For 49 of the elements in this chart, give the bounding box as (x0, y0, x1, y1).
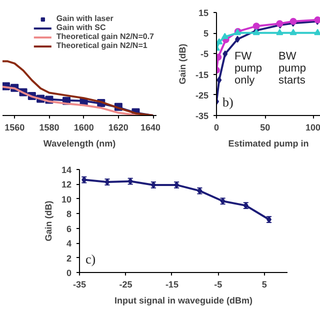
y-tick-label: 10 (61, 194, 72, 204)
legend-label: Theoretical gain N2/N=1 (56, 41, 148, 50)
x-tick-label: 1600 (74, 122, 94, 132)
point (252, 22, 260, 30)
x-tick-label: 1580 (39, 122, 60, 132)
y-tick-label: 15 (198, 8, 209, 18)
y-tick-label: 6 (66, 224, 72, 234)
y-tick-label: -15 (195, 70, 209, 80)
annotation: BW pump starts (278, 50, 306, 86)
legend-label: Gain with SC (56, 23, 106, 32)
x-tick-label: 1560 (4, 122, 25, 132)
x-tick-label: -25 (119, 280, 132, 290)
x-axis-title: Input signal in waveguide (dBm) (114, 296, 253, 306)
x-tick-label: -5 (214, 280, 222, 290)
x-tick-label: 0 (214, 122, 220, 132)
x-tick-label: 100 (305, 122, 320, 132)
y-tick-label: 12 (61, 180, 72, 190)
point (222, 50, 228, 58)
legend-label: Gain with laser (56, 14, 114, 23)
x-tick-label: 5 (262, 280, 267, 290)
legend-label: Theoretical gain N2/N=0.7 (56, 32, 154, 41)
point (216, 38, 223, 44)
x-tick-label: 1620 (108, 122, 128, 132)
y-tick-label: 2 (66, 253, 72, 264)
point (221, 32, 228, 40)
x-tick-label: -35 (72, 280, 86, 290)
point (290, 28, 297, 36)
y-tick-label: 5 (203, 28, 209, 39)
y-tick-label: 14 (61, 165, 72, 175)
y-tick-label: -35 (195, 111, 209, 121)
y-tick-label: 4 (66, 238, 72, 249)
annotation: FW pump only (234, 50, 262, 86)
point (276, 28, 284, 36)
y-tick-label: -5 (200, 49, 209, 60)
x-tick-label: 1640 (140, 122, 161, 132)
y-axis-title: Gain (dB) (43, 200, 54, 242)
x-tick-label: -15 (165, 280, 178, 290)
point (234, 36, 240, 43)
x-tick-label: 50 (260, 122, 270, 132)
point (314, 28, 320, 36)
point (216, 76, 222, 84)
x-axis-title: Wavelength (nm) (43, 138, 116, 148)
annotation: c) (86, 252, 96, 266)
y-tick-label: -25 (195, 90, 209, 100)
y-tick-label: 8 (66, 209, 72, 220)
annotation: b) (222, 94, 234, 110)
y-axis-title: Gain (dB) (177, 44, 188, 84)
y-tick-label: 0 (66, 268, 72, 278)
x-axis-title: Estimated pump in (228, 138, 309, 148)
